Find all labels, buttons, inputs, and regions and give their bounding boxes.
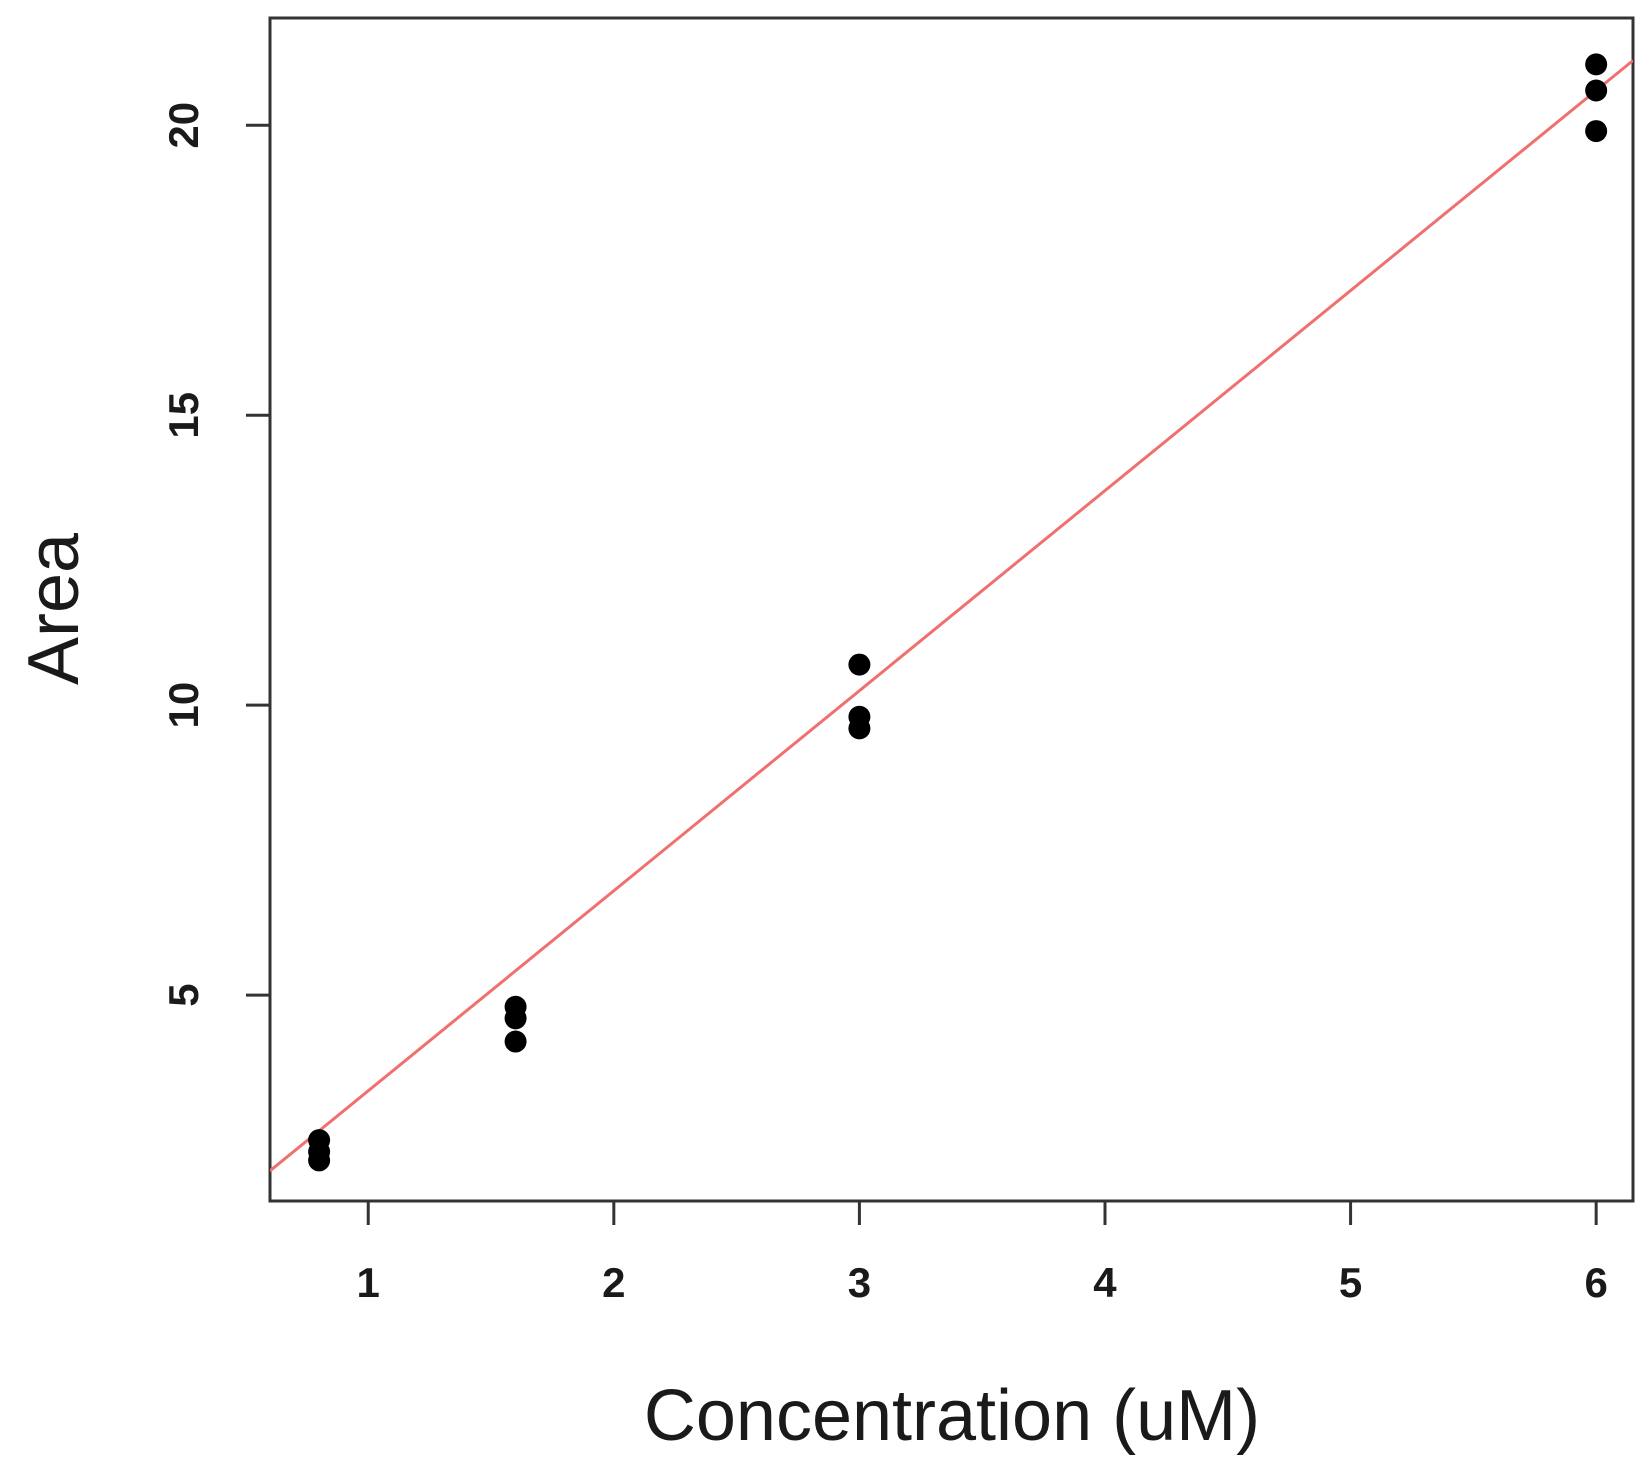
fit-line-layer — [270, 59, 1633, 1173]
y-tick-label: 5 — [160, 983, 207, 1006]
y-axis: 5 10 15 20 — [160, 102, 270, 1007]
y-tick-label: 15 — [160, 392, 207, 439]
plot-frame — [268, 16, 1635, 1203]
y-axis-title: Area — [14, 532, 94, 685]
data-point — [1585, 79, 1608, 102]
data-point — [308, 1149, 331, 1172]
y-tick-label: 20 — [160, 102, 207, 149]
data-point — [1585, 53, 1608, 76]
x-tick-label: 1 — [357, 1259, 380, 1306]
x-axis: 1 2 3 4 5 6 — [357, 1201, 1608, 1306]
data-point — [504, 1030, 527, 1053]
x-tick-label: 6 — [1584, 1259, 1607, 1306]
x-tick-label: 3 — [848, 1259, 871, 1306]
data-point — [848, 717, 871, 740]
data-point — [504, 1007, 527, 1030]
data-point — [848, 653, 871, 676]
data-point — [1585, 120, 1608, 143]
fit-line — [270, 59, 1633, 1173]
x-tick-label: 5 — [1339, 1259, 1362, 1306]
x-tick-label: 2 — [602, 1259, 625, 1306]
x-axis-title: Concentration (uM) — [644, 1376, 1260, 1456]
x-tick-label: 4 — [1093, 1259, 1117, 1306]
points-layer — [308, 53, 1608, 1172]
y-tick-label: 10 — [160, 682, 207, 729]
